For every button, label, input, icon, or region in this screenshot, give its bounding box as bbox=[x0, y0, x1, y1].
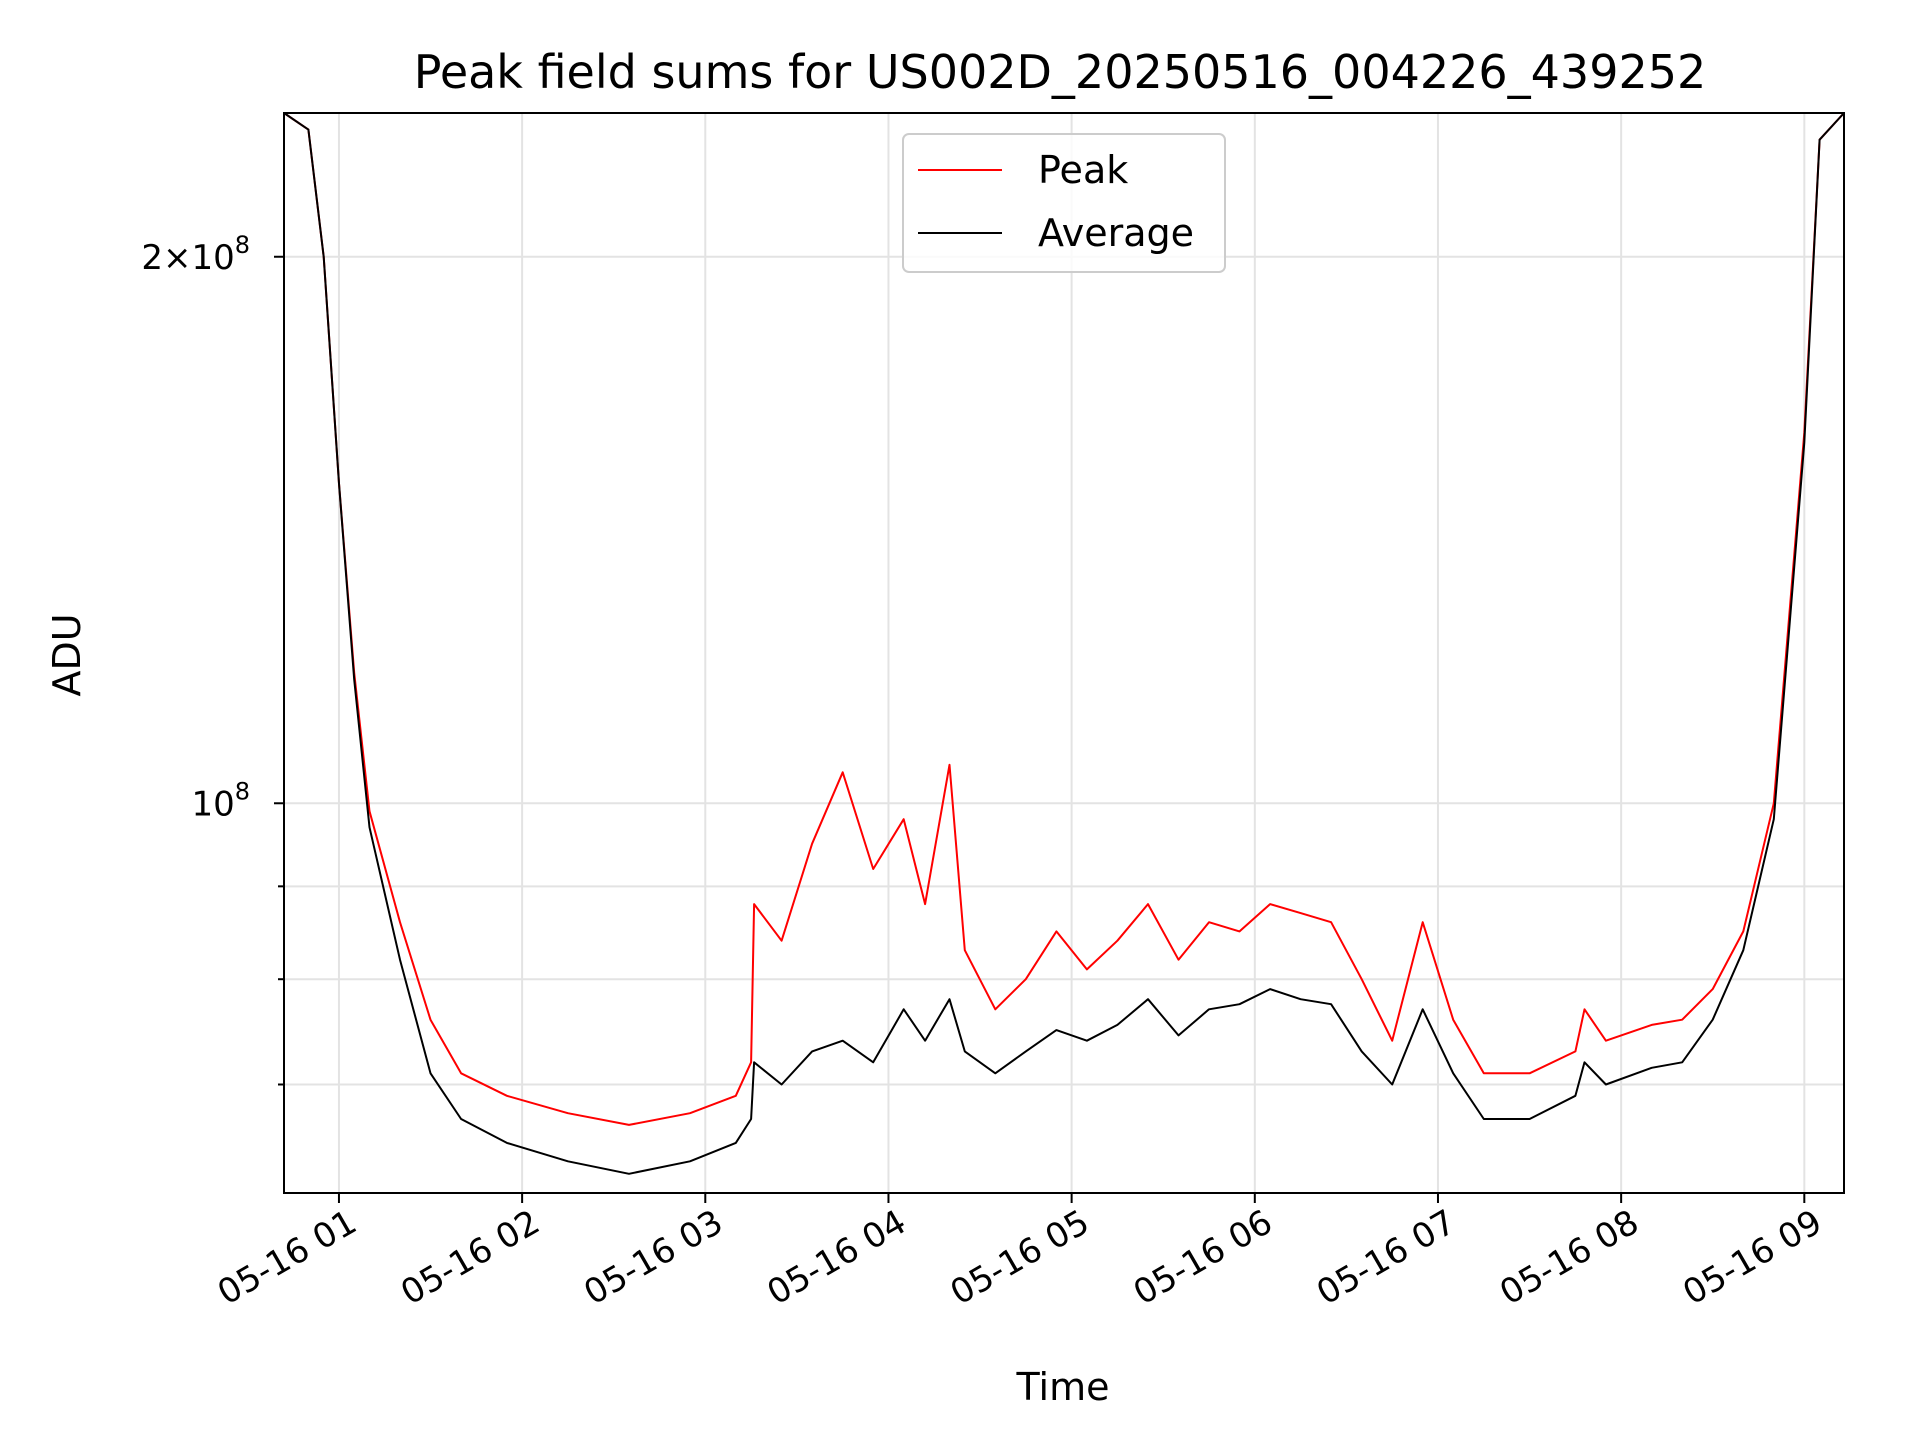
y-tick-label: 2×108 bbox=[141, 231, 250, 278]
legend: Peak Average bbox=[902, 133, 1226, 273]
y-tick-label: 108 bbox=[191, 777, 250, 824]
plot-area bbox=[283, 112, 1845, 1175]
axes-frame bbox=[283, 112, 1845, 1194]
series-line-average bbox=[283, 112, 1845, 1175]
x-axis-label: Time bbox=[1016, 1365, 1110, 1409]
legend-label-peak: Peak bbox=[1038, 148, 1128, 192]
legend-label-average: Average bbox=[1038, 211, 1194, 255]
series-line-peak bbox=[283, 112, 1845, 1126]
chart-title: Peak field sums for US002D_20250516_0042… bbox=[414, 45, 1707, 99]
legend-box bbox=[902, 133, 1226, 273]
y-axis-label: ADU bbox=[45, 613, 89, 696]
